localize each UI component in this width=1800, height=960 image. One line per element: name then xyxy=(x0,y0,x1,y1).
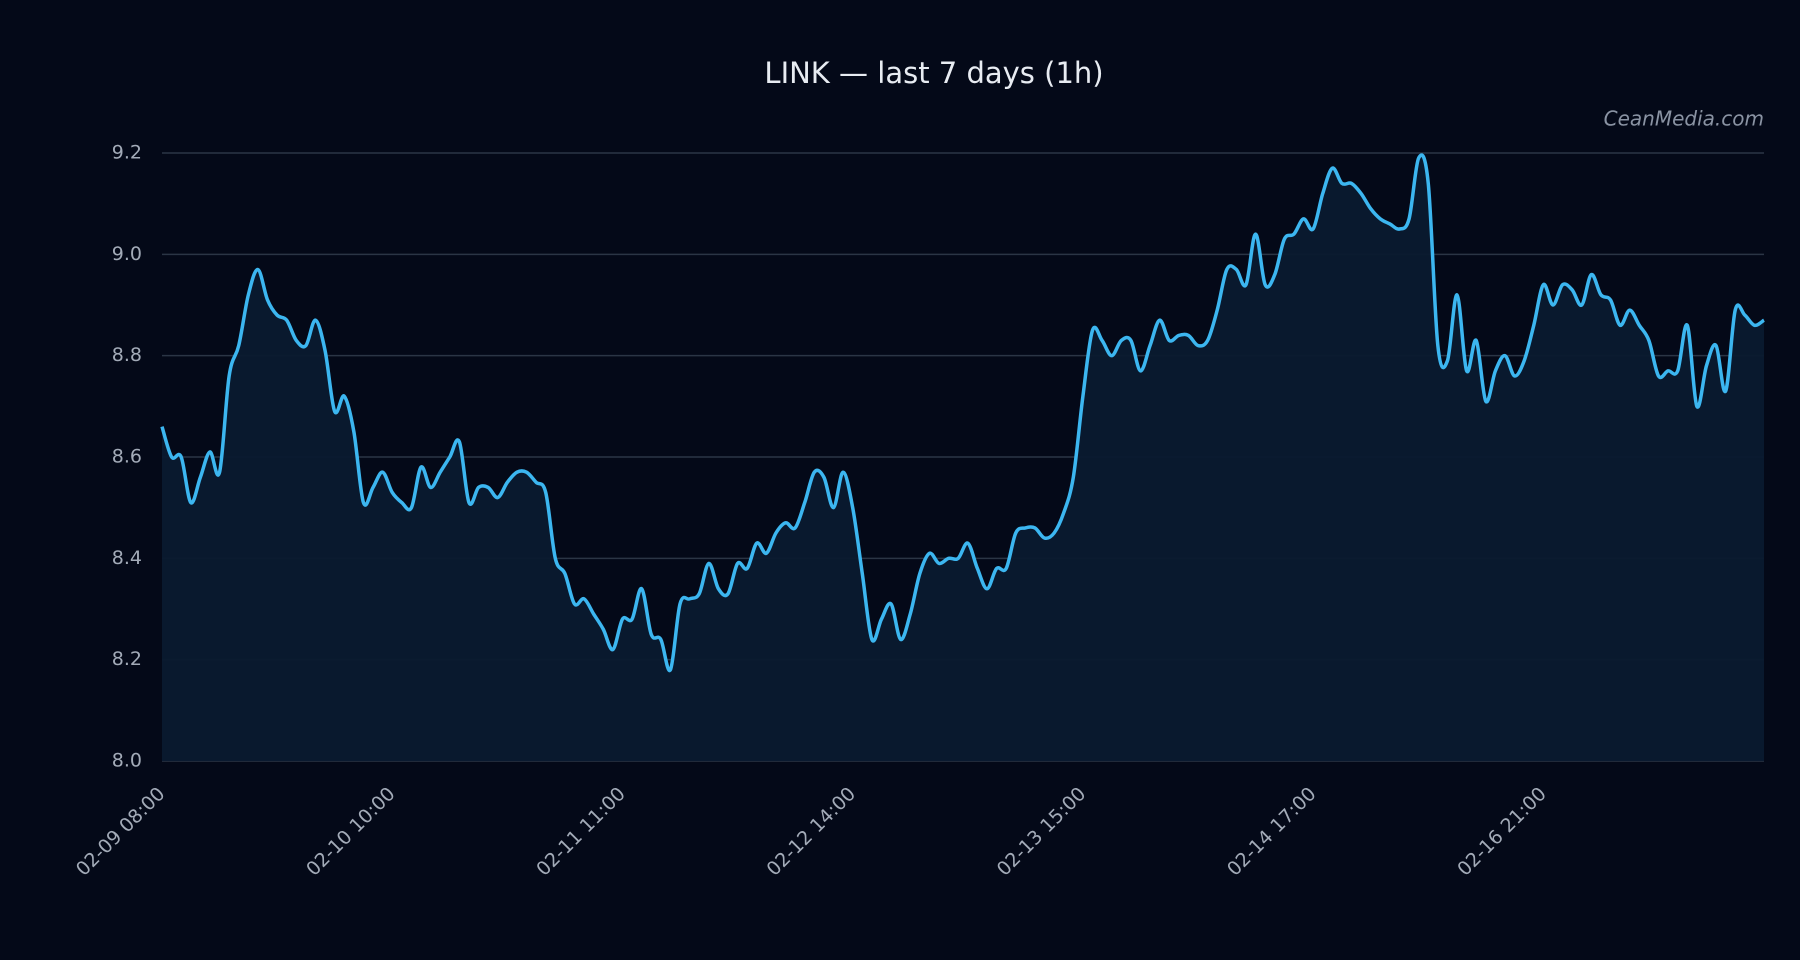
area-fill xyxy=(162,155,1764,762)
chart-title: LINK — last 7 days (1h) xyxy=(764,56,1103,90)
y-tick-label: 9.0 xyxy=(112,243,142,265)
y-tick-label: 8.0 xyxy=(112,750,142,772)
y-tick-label: 8.4 xyxy=(112,547,142,569)
y-tick-label: 8.2 xyxy=(112,648,142,670)
y-tick-label: 9.2 xyxy=(112,142,142,164)
watermark: CeanMedia.com xyxy=(1604,107,1764,131)
line xyxy=(160,153,1765,673)
y-tick-label: 8.8 xyxy=(112,344,142,366)
y-tick-label: 8.6 xyxy=(112,446,142,468)
